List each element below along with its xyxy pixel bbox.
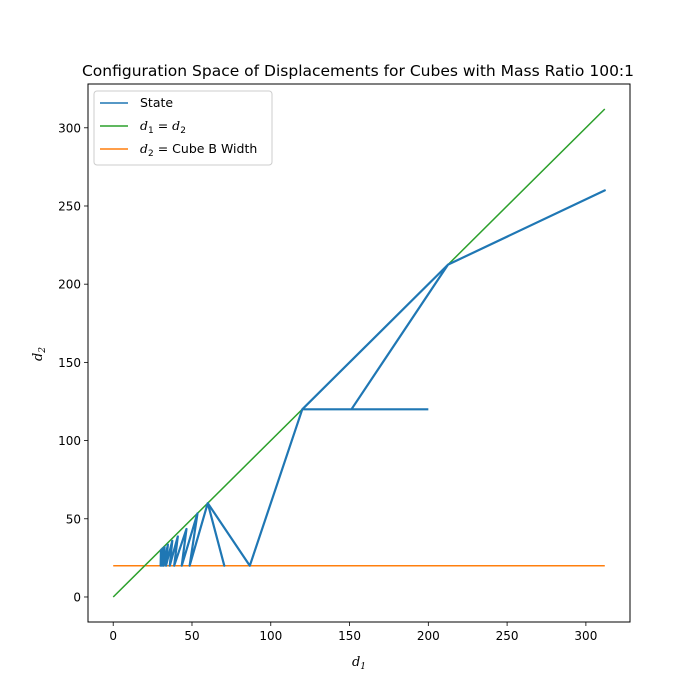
x-tick-label: 150 <box>338 629 361 643</box>
y-tick-label: 50 <box>66 512 81 526</box>
y-tick-label: 300 <box>58 121 81 135</box>
x-tick-label: 200 <box>417 629 440 643</box>
plot-frame <box>87 83 631 623</box>
legend-label-width: d2 = Cube B Width <box>140 141 257 159</box>
legend-box <box>93 90 273 166</box>
y-tick-label: 100 <box>58 434 81 448</box>
x-tick-label: 300 <box>574 629 597 643</box>
legend: State d1 = d2 d2 = Cube B Width <box>93 90 273 166</box>
series-state-line <box>159 189 606 567</box>
y-axis-label: d2 <box>31 347 48 361</box>
y-tick-label: 150 <box>58 356 81 370</box>
x-tick-label: 50 <box>184 629 199 643</box>
y-tick-label: 0 <box>73 590 81 604</box>
legend-label-diagonal: d1 = d2 <box>140 118 186 136</box>
y-axis-ticks: 0 50 100 150 200 250 300 <box>58 121 88 604</box>
x-tick-label: 250 <box>496 629 519 643</box>
y-tick-label: 200 <box>58 278 81 292</box>
x-axis-label: d1 <box>352 655 366 672</box>
chart-title: Configuration Space of Displacements for… <box>82 62 634 80</box>
plot-area <box>112 108 606 598</box>
x-axis-ticks: 0 50 100 150 200 250 300 <box>109 622 597 643</box>
x-tick-label: 0 <box>109 629 117 643</box>
legend-label-state: State <box>140 95 173 110</box>
y-tick-label: 250 <box>58 199 81 213</box>
x-tick-label: 100 <box>259 629 282 643</box>
